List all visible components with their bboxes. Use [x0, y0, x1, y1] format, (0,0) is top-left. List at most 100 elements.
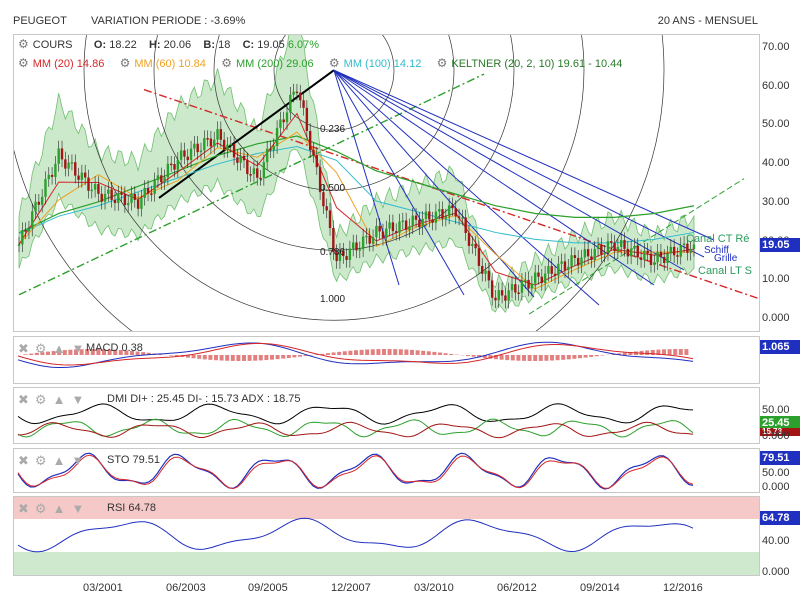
macd-hist-bar — [673, 349, 678, 355]
macd-hist-bar — [550, 355, 554, 361]
price-axis-tick: 60.00 — [762, 79, 790, 92]
fan-line — [333, 69, 535, 298]
gear-icon[interactable]: ⚙ — [221, 56, 232, 70]
candle — [103, 193, 107, 202]
close-value: 19.05 — [257, 39, 285, 51]
candle — [527, 279, 530, 289]
macd-hist-bar — [522, 355, 526, 361]
candle — [408, 226, 411, 230]
macd-hist-bar — [600, 355, 605, 356]
candle — [616, 246, 620, 252]
macd-hist-bar — [169, 355, 174, 356]
candle — [70, 162, 74, 164]
candle — [457, 216, 461, 218]
candle — [451, 205, 454, 209]
gear-icon[interactable]: ⚙ — [18, 56, 29, 70]
down-arrow-icon: ▼ — [71, 392, 91, 407]
candle — [649, 253, 653, 265]
macd-hist-bar — [443, 353, 448, 355]
candle — [272, 145, 275, 151]
gear-icon[interactable]: ⚙ — [119, 56, 131, 70]
dmi-chart[interactable] — [14, 388, 759, 443]
macd-panel[interactable]: ✖⚙▲▼ MACD 0.38 — [13, 336, 760, 384]
mm100-label: MM (100) 14.12 — [343, 58, 422, 70]
macd-hist-bar — [494, 355, 498, 360]
price-axis-tick: 70.00 — [762, 41, 790, 53]
up-arrow-icon: ▲ — [52, 501, 72, 516]
candle — [378, 225, 381, 232]
macd-hist-bar — [516, 355, 521, 361]
panel-controls[interactable]: ✖⚙▲▼ — [18, 453, 90, 469]
candle — [629, 248, 633, 257]
candle — [40, 196, 44, 205]
candle — [507, 290, 510, 301]
candle — [391, 222, 395, 232]
dmi-panel[interactable]: ✖⚙▲▼ DMI DI+ : 25.45 DI- : 15.73 ADX : 1… — [13, 387, 760, 444]
candle — [639, 257, 643, 260]
macd-hist-bar — [74, 349, 78, 355]
candle — [490, 280, 494, 298]
candle — [282, 119, 285, 123]
macd-hist-bar — [667, 349, 672, 355]
candle — [438, 209, 441, 212]
macd-hist-bar — [236, 355, 241, 361]
sto-panel[interactable]: ✖⚙▲▼ STO 79.51 — [13, 448, 760, 493]
rsi-panel[interactable]: ✖⚙▲▼ RSI 64.78 — [13, 496, 760, 576]
candle — [332, 228, 335, 253]
candle — [189, 148, 193, 161]
panel-controls[interactable]: ✖⚙▲▼ — [18, 501, 90, 517]
close-icon: ✖ — [18, 501, 35, 516]
fan-line — [333, 69, 465, 296]
candle — [308, 130, 312, 151]
candle — [262, 162, 266, 178]
macd-hist-bar — [51, 351, 56, 355]
gear-icon[interactable]: ⚙ — [436, 56, 448, 70]
macd-hist-bar — [359, 349, 364, 355]
variation-text: VARIATION PERIODE : -3.69% — [91, 15, 246, 27]
x-tick-label: 03/2001 — [83, 582, 123, 594]
panel-controls[interactable]: ✖⚙▲▼ — [18, 392, 90, 408]
candle — [226, 144, 229, 151]
x-tick-label: 09/2005 — [248, 582, 288, 594]
change-value: 6.07% — [287, 39, 320, 51]
macd-hist-bar — [438, 352, 442, 355]
macd-hist-bar — [505, 355, 510, 361]
candle — [424, 211, 428, 219]
candle — [659, 251, 663, 257]
candle — [361, 236, 365, 250]
high-label: H: — [148, 39, 161, 51]
macd-chart[interactable] — [14, 337, 759, 383]
rsi-chart[interactable] — [14, 497, 759, 575]
sto-axis-bottom: 0.000 — [762, 481, 790, 493]
candle — [368, 235, 371, 244]
macd-hist-bar — [466, 355, 470, 357]
gear-icon[interactable]: ⚙ — [328, 56, 340, 70]
macd-hist-bar — [415, 350, 420, 355]
macd-hist-bar — [40, 352, 45, 355]
candle — [620, 240, 623, 247]
candle — [196, 143, 199, 153]
candle — [203, 138, 206, 151]
price-chart[interactable] — [14, 35, 759, 331]
macd-hist-bar — [214, 355, 218, 361]
gear-icon[interactable]: ⚙ — [18, 37, 29, 51]
candle — [461, 217, 464, 219]
candle — [454, 208, 457, 217]
macd-hist-bar — [124, 350, 129, 355]
candle — [150, 193, 153, 195]
candle — [289, 94, 292, 113]
candle — [365, 235, 368, 238]
fib-label-0786: 0.786 — [320, 247, 346, 258]
macd-hist-bar — [645, 350, 650, 355]
candle — [342, 250, 345, 257]
candle — [47, 174, 50, 180]
panel-controls[interactable]: ✖⚙▲▼ — [18, 341, 90, 357]
candle — [679, 245, 682, 257]
macd-hist-bar — [611, 354, 616, 355]
candle — [186, 156, 189, 161]
sto-chart[interactable] — [14, 449, 759, 492]
candle — [517, 292, 520, 294]
macd-hist-bar — [376, 349, 381, 355]
candle — [603, 252, 606, 255]
price-panel[interactable]: ⚙ COURS O: 18.22 H: 20.06 B: 18 C: 19.05 … — [13, 34, 760, 332]
